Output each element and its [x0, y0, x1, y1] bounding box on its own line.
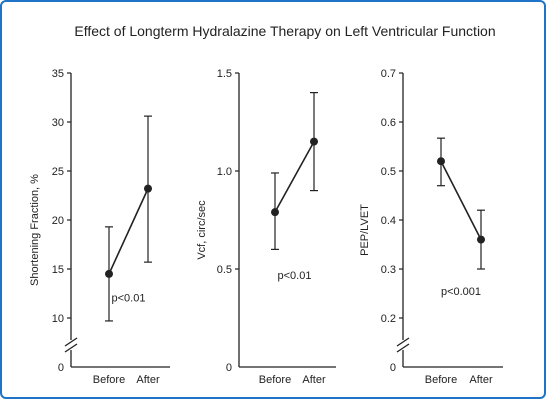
series-line: [108, 188, 149, 275]
y-zero-label: 0: [58, 362, 64, 374]
y-tick-label: 20: [52, 215, 64, 227]
y-tick-label: 0.7: [381, 68, 396, 80]
x-tick-label: After: [136, 374, 160, 386]
y-tick-label: 35: [52, 68, 64, 80]
data-point: [105, 269, 113, 278]
x-tick-label: Before: [259, 374, 291, 386]
data-point: [437, 157, 445, 166]
y-tick-label: 10: [52, 313, 64, 325]
data-point: [310, 137, 318, 146]
y-tick-label: 1.5: [217, 68, 232, 80]
panel-3: 0.7 0.6 0.5 0.4 0.3 0.2 0 PEP/LVET Before After p<…: [359, 68, 503, 386]
x-tick-label: Before: [93, 374, 125, 386]
axis-break-mark: [64, 343, 78, 353]
axis-break-mark: [396, 337, 410, 347]
axis-break-mark: [396, 343, 410, 353]
p-value-annotation: p<0.001: [441, 286, 481, 298]
chart-panels: 35 30 25 20 15 10 0 Shortening Fraction, % Befor…: [29, 68, 503, 386]
p-value-annotation: p<0.01: [112, 292, 146, 304]
series-line: [440, 160, 482, 240]
y-tick-label: 30: [52, 117, 64, 129]
data-point: [477, 235, 485, 244]
x-tick-label: After: [469, 374, 493, 386]
y-tick-label: 0.3: [381, 264, 396, 276]
chart-title: Effect of Longterm Hydralazine Therapy o…: [74, 23, 495, 39]
y-zero-label: 0: [390, 362, 396, 374]
y-tick-label: 0.4: [381, 215, 396, 227]
axis-break-mark: [64, 337, 78, 347]
x-tick-label: Before: [425, 374, 457, 386]
y-tick-label: 0.2: [381, 313, 396, 325]
p-value-annotation: p<0.01: [278, 270, 312, 282]
y-axis-label: Vcf, circ/sec: [196, 200, 208, 260]
y-tick-label: 1.0: [217, 166, 232, 178]
y-tick-label: 25: [52, 166, 64, 178]
y-axis-label: PEP/LVET: [359, 204, 371, 256]
y-zero-label: 0: [226, 362, 232, 374]
panel-2: 1.5 1.0 0.5 0 Vcf, circ/sec Before After p<0.01: [196, 68, 336, 386]
series-line: [274, 141, 315, 213]
x-tick-label: After: [302, 374, 326, 386]
y-tick-label: 0.5: [217, 264, 232, 276]
y-tick-label: 0.6: [381, 117, 396, 129]
y-axis-label: Shortening Fraction, %: [29, 174, 41, 286]
panel-1: 35 30 25 20 15 10 0 Shortening Fraction, % Befor…: [29, 68, 170, 386]
data-point: [271, 208, 279, 217]
y-tick-label: 0.5: [381, 166, 396, 178]
data-point: [144, 184, 152, 193]
y-tick-label: 15: [52, 264, 64, 276]
